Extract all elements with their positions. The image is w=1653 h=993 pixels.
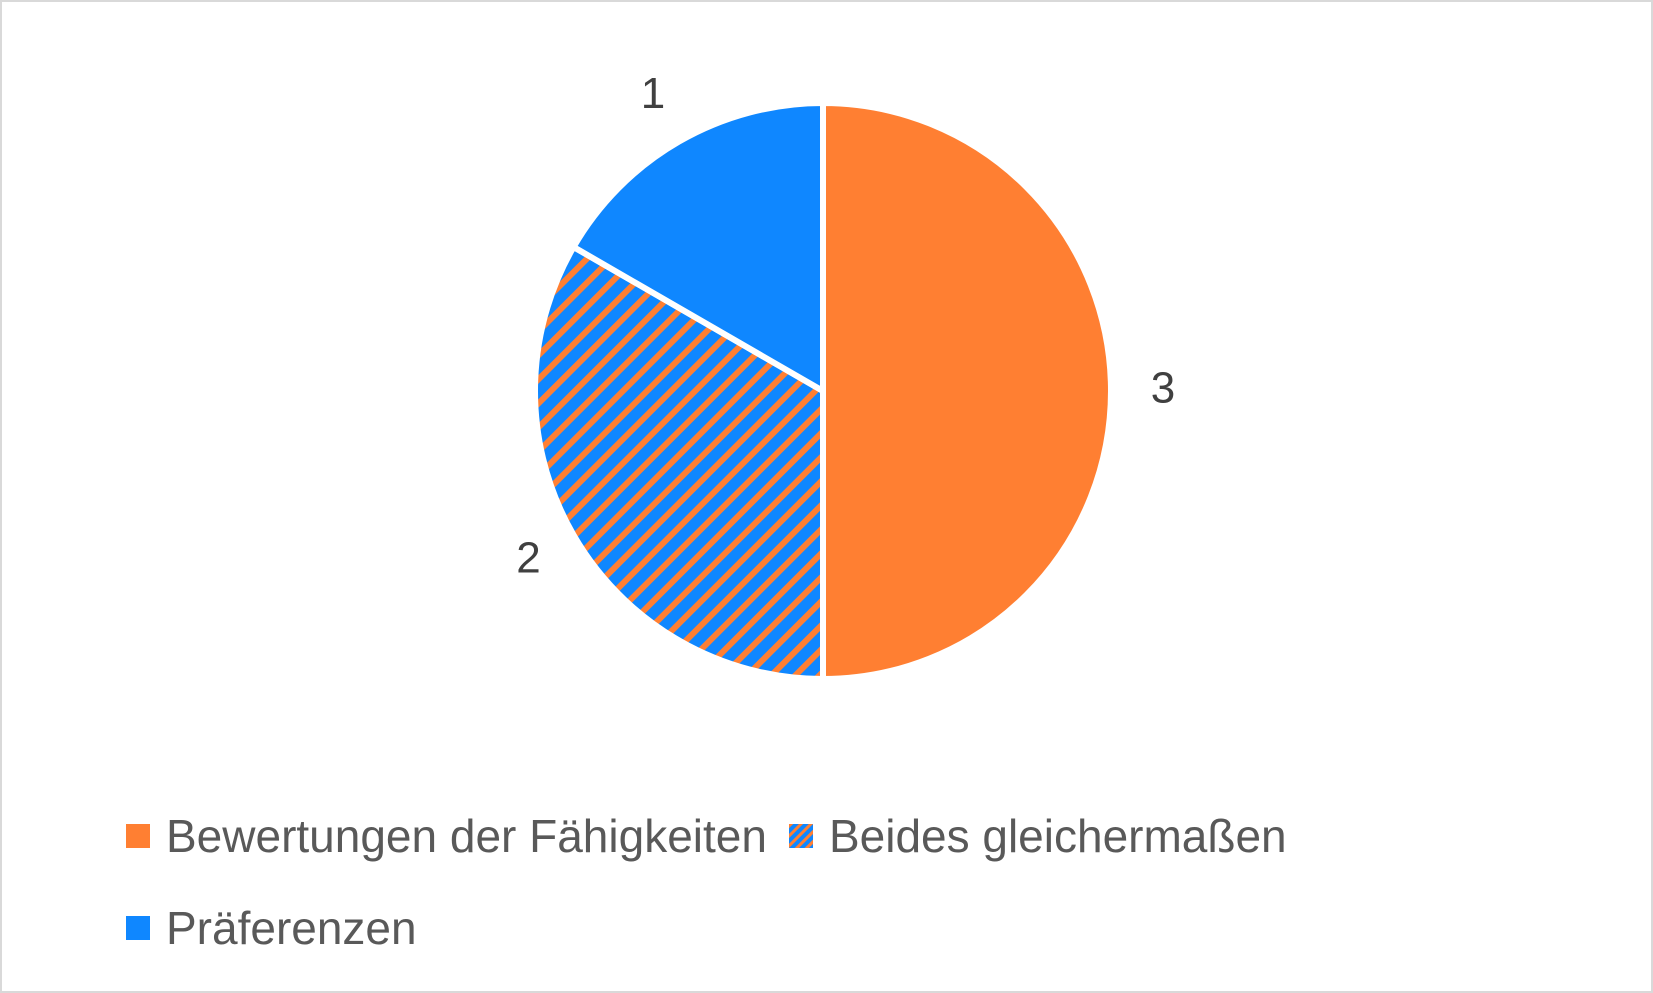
legend-swatch-beides: [788, 824, 813, 848]
legend-label-bewertungen: Bewertungen der Fähigkeiten: [166, 810, 767, 862]
data-label-bewertungen: 3: [1151, 364, 1175, 413]
legend-swatch-praeferenzen: [126, 916, 150, 940]
legend-swatch-bewertungen: [126, 824, 150, 848]
pie-slice-beides: [532, 244, 826, 682]
pie-slice-bewertungen: [820, 100, 1114, 682]
legend-item-praeferenzen: Präferenzen: [126, 882, 417, 974]
legend: Bewertungen der Fähigkeiten Beides gleic…: [126, 790, 1546, 974]
legend-item-bewertungen: Bewertungen der Fähigkeiten: [126, 790, 767, 882]
pie-slice-praeferenzen: [570, 100, 826, 394]
legend-label-praeferenzen: Präferenzen: [166, 902, 417, 954]
data-label-praeferenzen: 1: [641, 69, 665, 118]
legend-item-beides: Beides gleichermaßen: [788, 790, 1287, 882]
data-label-beides: 2: [516, 534, 540, 583]
legend-label-beides: Beides gleichermaßen: [828, 810, 1287, 862]
